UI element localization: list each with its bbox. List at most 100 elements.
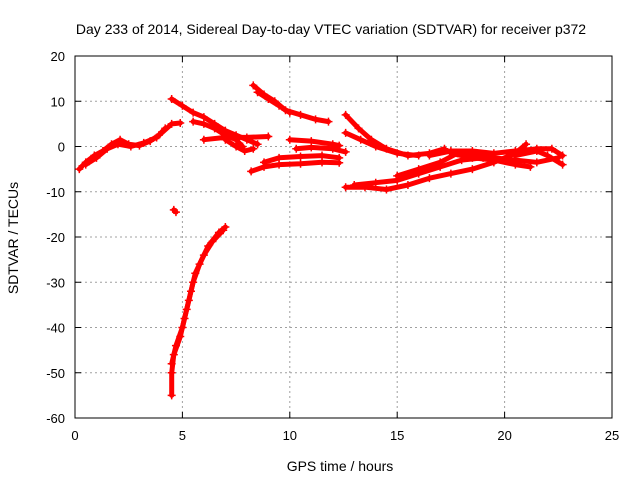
data-point bbox=[285, 108, 294, 117]
grid-lines bbox=[75, 56, 612, 418]
data-point bbox=[436, 158, 445, 167]
data-point bbox=[446, 149, 455, 158]
data-point bbox=[199, 135, 208, 144]
data-point bbox=[543, 151, 552, 160]
data-point bbox=[191, 269, 200, 278]
data-series-track-1 bbox=[75, 124, 170, 174]
data-point bbox=[393, 149, 402, 158]
data-point bbox=[210, 124, 219, 133]
data-point bbox=[275, 160, 284, 169]
data-point bbox=[186, 287, 195, 296]
y-axis-label: SDTVAR / TECUs bbox=[5, 182, 21, 294]
data-point bbox=[189, 108, 198, 117]
data-point bbox=[532, 158, 541, 167]
data-point bbox=[318, 151, 327, 160]
data-point bbox=[511, 151, 520, 160]
data-point bbox=[356, 135, 365, 144]
data-series-track-15 bbox=[341, 128, 423, 160]
data-point bbox=[208, 237, 217, 246]
y-tick-label: 10 bbox=[51, 94, 65, 109]
data-point bbox=[232, 142, 241, 151]
data-series-track-9 bbox=[253, 88, 294, 117]
data-point bbox=[75, 165, 84, 174]
data-point bbox=[253, 140, 262, 149]
data-point bbox=[468, 153, 477, 162]
data-point bbox=[167, 368, 176, 377]
data-point bbox=[371, 178, 380, 187]
data-point bbox=[219, 226, 228, 235]
data-point bbox=[249, 144, 258, 153]
data-point bbox=[446, 169, 455, 178]
series-trace bbox=[201, 134, 271, 143]
data-point bbox=[199, 119, 208, 128]
data-point bbox=[341, 128, 350, 137]
data-point bbox=[318, 158, 327, 167]
data-point bbox=[178, 323, 187, 332]
data-point bbox=[328, 144, 337, 153]
data-point bbox=[393, 171, 402, 180]
data-point bbox=[324, 117, 333, 126]
data-point bbox=[522, 140, 531, 149]
data-series-track-2 bbox=[81, 118, 185, 169]
data-point bbox=[468, 165, 477, 174]
y-tick-label: -60 bbox=[46, 411, 65, 426]
data-point bbox=[296, 152, 305, 161]
data-point bbox=[199, 113, 208, 122]
data-series-track-21 bbox=[511, 147, 567, 169]
data-point bbox=[171, 208, 180, 217]
series-trace bbox=[255, 89, 293, 116]
y-tick-label: 20 bbox=[51, 49, 65, 64]
data-series-track-7 bbox=[221, 135, 258, 156]
data-series-track-10 bbox=[247, 158, 344, 176]
data-point bbox=[253, 88, 262, 97]
series-trace bbox=[512, 148, 566, 168]
data-point bbox=[178, 101, 187, 110]
data-point bbox=[199, 251, 208, 260]
data-point bbox=[285, 135, 294, 144]
data-point bbox=[354, 124, 363, 133]
data-point bbox=[126, 142, 135, 151]
data-point bbox=[382, 185, 391, 194]
data-point bbox=[425, 174, 434, 183]
data-point bbox=[341, 147, 350, 156]
data-point bbox=[139, 138, 148, 147]
data-point bbox=[103, 144, 112, 153]
data-point bbox=[167, 391, 176, 400]
data-point bbox=[296, 110, 305, 119]
data-point bbox=[350, 180, 359, 189]
data-point bbox=[311, 115, 320, 124]
y-tick-label: -10 bbox=[46, 185, 65, 200]
series-trace bbox=[222, 137, 256, 154]
data-series-track-23 bbox=[167, 226, 228, 368]
data-point bbox=[152, 133, 161, 142]
data-point bbox=[558, 160, 567, 169]
data-series-track-17 bbox=[350, 153, 488, 189]
data-point bbox=[403, 180, 412, 189]
y-tick-label: -30 bbox=[46, 275, 65, 290]
data-point bbox=[414, 151, 423, 160]
data-series-track-8 bbox=[249, 81, 333, 126]
data-point bbox=[547, 144, 556, 153]
y-tick-label: 0 bbox=[58, 140, 65, 155]
series-trace bbox=[293, 144, 349, 155]
data-point bbox=[425, 151, 434, 160]
x-tick-label: 20 bbox=[497, 428, 511, 443]
data-point bbox=[307, 143, 316, 152]
data-series-track-11 bbox=[260, 151, 344, 167]
data-series-track-20 bbox=[446, 149, 535, 171]
data-point bbox=[249, 81, 258, 90]
y-tick-label: -50 bbox=[46, 366, 65, 381]
data-point bbox=[92, 153, 101, 162]
data-point bbox=[511, 160, 520, 169]
data-point bbox=[167, 119, 176, 128]
x-axis-label: GPS time / hours bbox=[287, 458, 394, 474]
data-point bbox=[167, 359, 176, 368]
data-point bbox=[182, 305, 191, 314]
data-point bbox=[275, 153, 284, 162]
data-point bbox=[371, 142, 380, 151]
data-point bbox=[335, 153, 344, 162]
data-point bbox=[247, 167, 256, 176]
data-point bbox=[264, 94, 273, 103]
x-tick-label: 5 bbox=[179, 428, 186, 443]
data-point bbox=[240, 147, 249, 156]
